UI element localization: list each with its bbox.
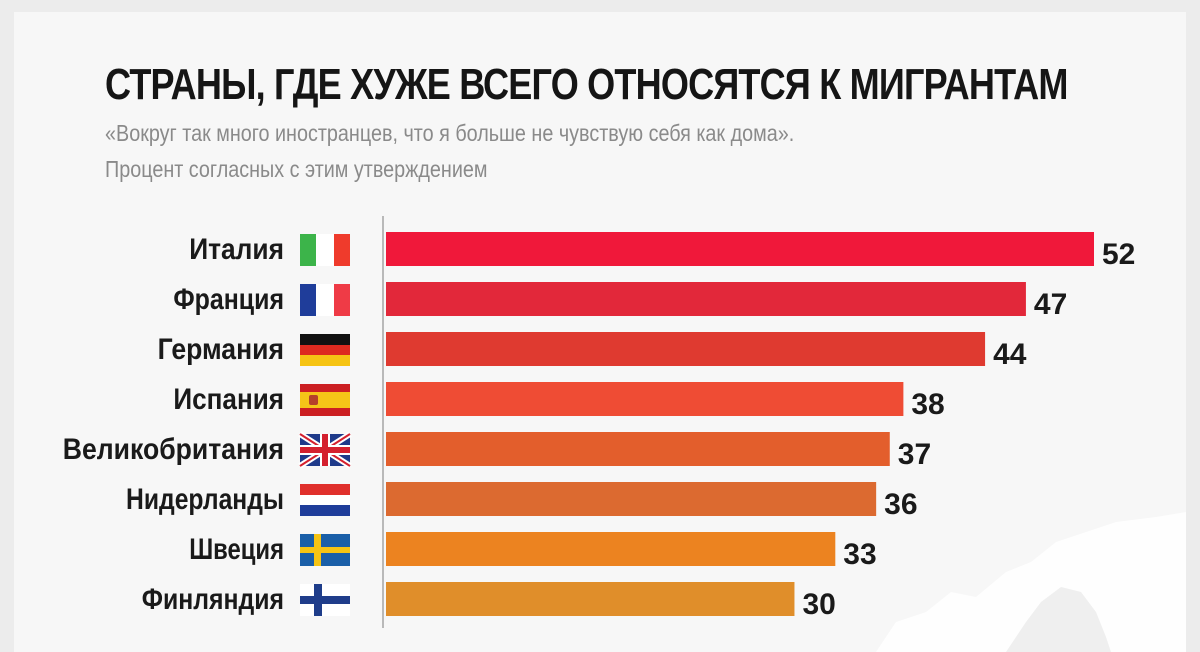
flag-germany-icon [300,334,350,366]
value-label: 38 [911,388,944,421]
category-label: Франция [173,283,284,316]
category-label: Италия [189,233,284,266]
bar-3 [386,332,986,366]
value-label: 33 [843,538,876,571]
value-label: 30 [802,588,835,621]
bar-8 [386,582,795,616]
chart-subtitle-description: Процент согласных с этим утверждением [105,156,488,182]
value-label: 36 [884,488,917,521]
category-label: Германия [158,333,284,366]
bar-chart: Италия 52 Франция 47 Германия 44 Испания 38 Вели… [63,216,1135,628]
flag-spain-icon [300,384,350,416]
flag-france-icon [300,284,350,316]
category-label: Финляндия [142,583,284,616]
flag-uk-icon [298,431,352,469]
category-label: Швеция [189,533,284,566]
bar-4 [386,382,904,416]
value-label: 52 [1102,238,1135,271]
bar-1 [386,232,1094,266]
flag-sweden-icon [300,534,350,566]
category-label: Испания [173,383,284,416]
category-label: Великобритания [63,433,284,466]
chart-subtitle-quote: «Вокруг так много иностранцев, что я бол… [105,120,795,146]
flag-netherlands-icon [300,484,350,516]
category-label: Нидерланды [126,483,284,516]
flag-italy-icon [300,234,350,266]
bar-2 [386,282,1026,316]
value-label: 44 [993,338,1027,371]
flag-finland-icon [300,584,350,616]
bar-5 [386,432,890,466]
value-label: 47 [1034,288,1067,321]
value-label: 37 [898,438,931,471]
bar-6 [386,482,877,516]
chart-title: СТРАНЫ, ГДЕ ХУЖЕ ВСЕГО ОТНОСЯТСЯ К МИГРА… [105,60,1068,109]
bar-7 [386,532,836,566]
